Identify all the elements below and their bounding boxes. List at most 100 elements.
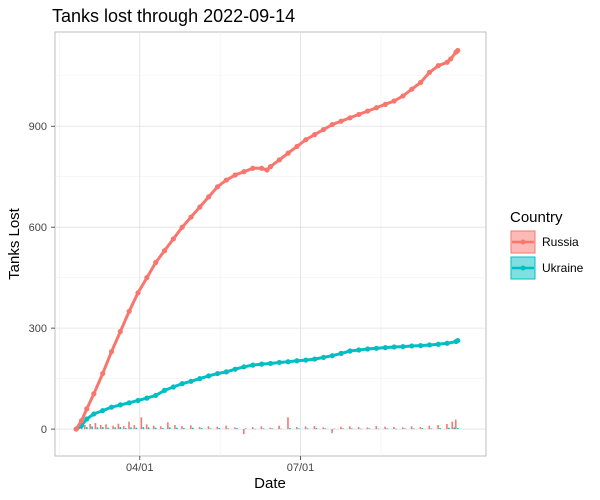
data-point-russia xyxy=(347,115,353,121)
daily-bar-russia xyxy=(393,427,395,430)
data-point-russia xyxy=(223,177,229,183)
data-point-russia xyxy=(338,118,344,124)
daily-bar-russia xyxy=(167,422,169,430)
legend: Country Russia Ukraine xyxy=(510,209,584,280)
x-axis-title: Date xyxy=(254,475,286,492)
daily-bar-ukraine xyxy=(324,428,327,430)
data-point-ukraine xyxy=(144,395,150,401)
daily-bar-ukraine xyxy=(130,427,132,430)
daily-bar-russia xyxy=(340,426,342,430)
daily-bar-ukraine xyxy=(245,428,247,430)
data-point-ukraine xyxy=(365,346,371,352)
data-point-russia xyxy=(161,248,168,254)
daily-bar-ukraine xyxy=(412,428,415,430)
data-point-ukraine xyxy=(100,407,106,414)
data-point-ukraine xyxy=(161,387,168,393)
daily-bar-russia xyxy=(401,427,404,430)
daily-bar-russia xyxy=(117,423,120,430)
plot-panel xyxy=(54,31,487,457)
data-point-russia xyxy=(108,349,115,355)
data-point-ukraine xyxy=(435,341,441,347)
daily-bar-ukraine xyxy=(236,428,238,430)
data-point-ukraine xyxy=(347,348,353,354)
daily-bar-ukraine xyxy=(154,427,157,430)
daily-bar-ukraine xyxy=(280,428,282,430)
data-point-russia xyxy=(373,105,380,111)
data-point-ukraine xyxy=(267,360,274,367)
cumulative-lines xyxy=(73,47,461,432)
data-point-ukraine xyxy=(338,350,344,356)
x-tick-label: 07/01 xyxy=(287,462,315,474)
data-point-russia xyxy=(382,101,388,107)
data-point-russia xyxy=(153,259,159,266)
data-point-russia xyxy=(267,164,274,170)
daily-bar-russia xyxy=(225,425,227,430)
y-tick-label: 0 xyxy=(41,424,47,436)
daily-bar-ukraine xyxy=(271,428,274,430)
daily-bar-russia xyxy=(105,424,107,430)
data-point-ukraine xyxy=(455,337,461,344)
data-point-ukraine xyxy=(206,373,212,379)
data-point-russia xyxy=(84,406,90,412)
daily-bar-ukraine xyxy=(421,428,424,430)
daily-bar-ukraine xyxy=(377,428,380,430)
daily-bar-russia xyxy=(190,425,192,430)
data-point-ukraine xyxy=(259,361,265,367)
data-point-russia xyxy=(303,137,309,143)
data-point-ukraine xyxy=(391,344,397,350)
data-point-russia xyxy=(400,93,406,99)
data-point-ukraine xyxy=(373,345,380,351)
daily-bar-russia xyxy=(133,425,136,430)
y-axis-title: Tanks Lost xyxy=(6,207,23,280)
daily-bar-russia xyxy=(331,429,333,434)
daily-bar-russia xyxy=(207,426,210,430)
y-tick-label: 300 xyxy=(29,323,47,335)
daily-bar-russia xyxy=(278,425,280,430)
daily-bar-russia xyxy=(174,425,176,430)
data-point-russia xyxy=(448,56,454,62)
data-point-ukraine xyxy=(312,356,318,362)
data-point-ukraine xyxy=(153,392,159,399)
data-point-ukraine xyxy=(329,353,335,359)
daily-bar-ukraine xyxy=(289,428,291,430)
data-point-russia xyxy=(73,426,79,432)
legend-label-ukraine: Ukraine xyxy=(542,261,584,275)
daily-bar-russia xyxy=(384,426,386,430)
data-point-ukraine xyxy=(170,384,176,390)
daily-bar-russia xyxy=(269,427,272,430)
data-point-russia xyxy=(144,275,150,281)
data-point-ukraine xyxy=(91,411,97,417)
x-tick-label: 04/01 xyxy=(126,462,154,474)
chart-title: Tanks lost through 2022-09-14 xyxy=(52,6,295,26)
daily-bar-ukraine xyxy=(453,427,456,430)
data-point-russia xyxy=(91,391,97,397)
daily-bar-ukraine xyxy=(192,427,194,430)
data-point-russia xyxy=(135,290,141,296)
daily-bar-russia xyxy=(437,425,439,430)
data-point-ukraine xyxy=(126,400,132,406)
data-point-russia xyxy=(232,172,238,178)
daily-bar-ukraine xyxy=(306,428,309,430)
data-point-russia xyxy=(455,47,461,54)
data-point-ukraine xyxy=(117,402,123,408)
data-point-russia xyxy=(426,69,433,75)
data-point-ukraine xyxy=(232,366,238,372)
data-point-russia xyxy=(435,63,441,69)
data-point-ukraine xyxy=(188,378,194,384)
data-point-russia xyxy=(356,111,362,118)
legend-item-ukraine: Ukraine xyxy=(510,256,584,280)
daily-bar-russia xyxy=(428,425,431,430)
data-point-russia xyxy=(259,165,265,171)
data-point-ukraine xyxy=(382,345,388,351)
data-point-russia xyxy=(241,169,247,175)
daily-bar-russia xyxy=(348,426,351,430)
daily-bar-ukraine xyxy=(101,427,104,430)
daily-bar-ukraine xyxy=(342,428,344,430)
data-point-russia xyxy=(276,157,282,163)
daily-bar-russia xyxy=(84,425,86,430)
data-point-ukraine xyxy=(179,381,185,387)
daily-bar-ukraine xyxy=(403,428,406,430)
daily-bar-ukraine xyxy=(96,427,99,430)
legend-title: Country xyxy=(510,209,563,226)
y-tick-label: 900 xyxy=(29,121,47,133)
